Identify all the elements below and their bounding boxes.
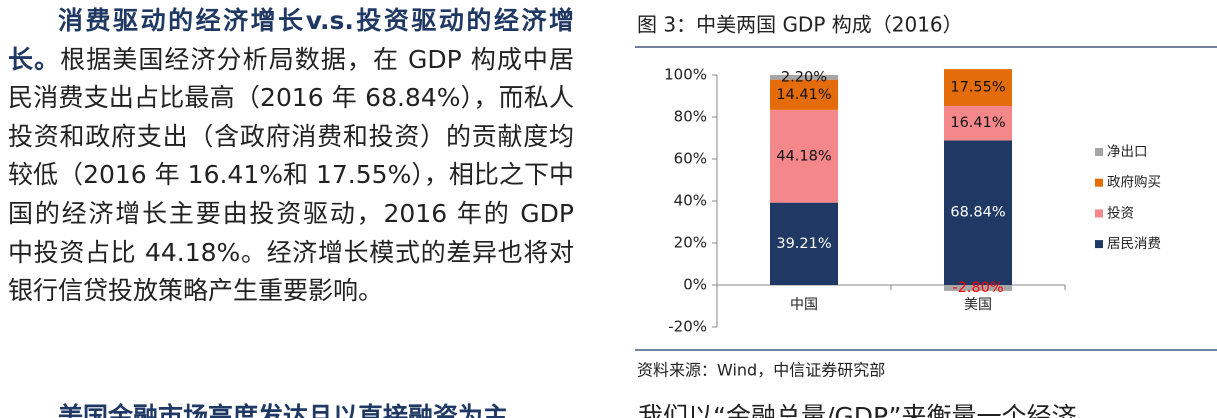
- next-paragraph: 美国金融市场高度发达且以直接融资为主， 我们以“金融总量/GDP”来衡量一个经济: [8, 398, 1217, 418]
- value-label: 2.20%: [781, 69, 827, 85]
- value-label: 14.41%: [776, 87, 831, 103]
- bar-segment: [770, 109, 838, 203]
- bar-segment: [944, 285, 1012, 291]
- paragraph: 消费驱动的经济增长v.s.投资驱动的经济增长。根据美国经济分析局数据，在 GDP…: [8, 2, 574, 311]
- paragraph-body: 根据美国经济分析局数据，在 GDP 构成中居民消费支出占比最高（2016 年 6…: [8, 44, 574, 306]
- bar-segment: [770, 75, 838, 80]
- bar-segment: [770, 79, 838, 110]
- legend-label: 政府购买: [1107, 175, 1161, 191]
- x-tick-label: 中国: [790, 297, 818, 313]
- value-label: 16.41%: [950, 115, 1005, 131]
- legend-label: 净出口: [1107, 144, 1148, 160]
- legend-swatch: [1095, 148, 1103, 156]
- value-label: 68.84%: [950, 205, 1005, 221]
- value-label: 44.18%: [776, 148, 831, 164]
- bar-segment: [944, 105, 1012, 141]
- legend-swatch: [1095, 240, 1103, 249]
- value-label: 17.55%: [950, 80, 1005, 96]
- chart: 图 3：中美两国 GDP 构成（2016） 资料来源：Wind，中信证券研究部 …: [635, 13, 1217, 380]
- paragraph-heading: 消费驱动的经济增长v.s.投资驱动的经济增长。: [8, 6, 574, 74]
- x-tick-label: 美国: [964, 297, 992, 313]
- bar-segment: [770, 202, 838, 285]
- source: 资料来源：Wind，中信证券研究部: [637, 361, 885, 380]
- y-tick-label: 0%: [683, 276, 707, 294]
- y-tick-label: 60%: [674, 150, 707, 168]
- bar-segment: [944, 69, 1012, 106]
- y-tick-label: 40%: [674, 192, 707, 210]
- y-tick-label: 80%: [674, 108, 707, 126]
- legend-swatch: [1095, 178, 1103, 187]
- y-tick-label: 20%: [674, 234, 707, 252]
- legend-label: 居民消费: [1107, 236, 1161, 252]
- value-label: 39.21%: [776, 236, 831, 252]
- legend-swatch: [1095, 209, 1103, 218]
- chart-title: 图 3：中美两国 GDP 构成（2016）: [637, 13, 963, 37]
- paragraph-body: 我们以“金融总量/GDP”来衡量一个经济: [638, 402, 1077, 418]
- legend-label: 投资: [1107, 205, 1134, 221]
- bar-segment: [944, 140, 1012, 285]
- y-tick-label: -20%: [668, 318, 707, 336]
- paragraph-heading: 美国金融市场高度发达且以直接融资为主，: [58, 402, 534, 418]
- value-label: -2.80%: [952, 280, 1003, 296]
- y-tick-label: 100%: [664, 66, 707, 84]
